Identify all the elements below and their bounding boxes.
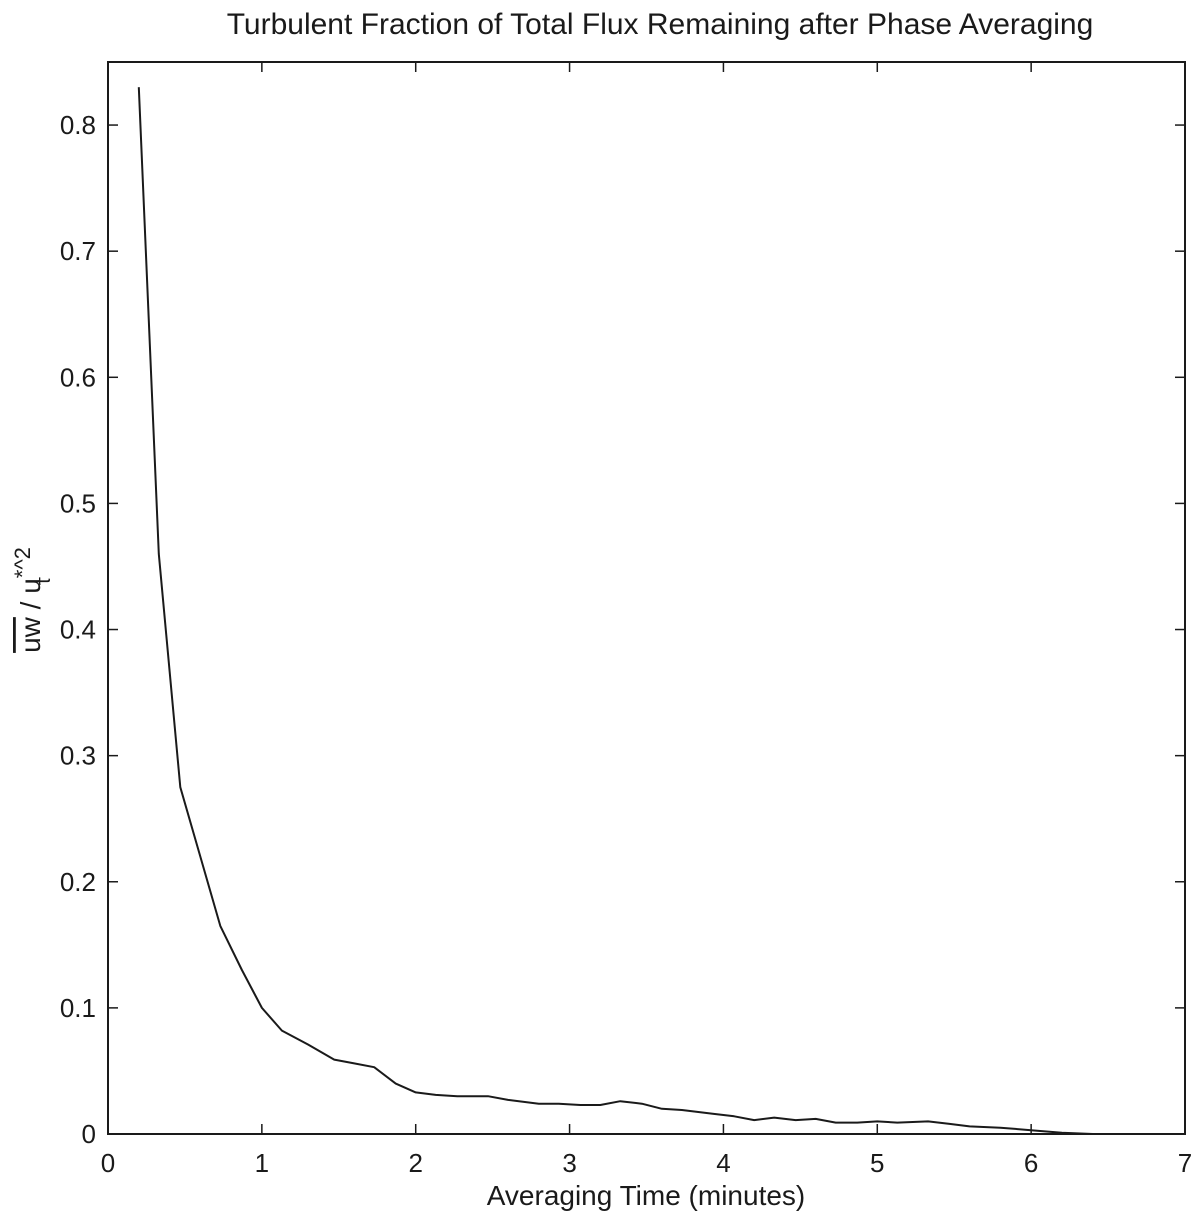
y-tick-label: 0.8 <box>60 110 96 140</box>
y-tick-label: 0.3 <box>60 741 96 771</box>
y-tick-label: 0.5 <box>60 488 96 518</box>
y-axis-label-base: uw <box>15 616 46 653</box>
y-tick-label: 0.1 <box>60 993 96 1023</box>
y-tick-label: 0.4 <box>60 615 96 645</box>
y-axis-label-sep: / u <box>15 578 46 617</box>
y-axis-ticks: 0 0.1 0.2 0.3 0.4 0.5 0.6 0.7 0.8 <box>60 110 1185 1149</box>
x-tick-label: 0 <box>101 1148 115 1178</box>
y-tick-label: 0.2 <box>60 867 96 897</box>
x-tick-label: 6 <box>1024 1148 1038 1178</box>
x-axis-ticks: 0 1 2 3 4 5 6 7 <box>101 62 1192 1178</box>
x-tick-label: 4 <box>716 1148 730 1178</box>
x-tick-label: 5 <box>870 1148 884 1178</box>
plot-frame <box>107 61 1186 1135</box>
svg-text:uw / u*^2τ: uw / u*^2τ <box>10 547 55 653</box>
y-axis-label-sup: *^2 <box>10 547 35 578</box>
x-tick-label: 1 <box>255 1148 269 1178</box>
x-tick-label: 7 <box>1178 1148 1192 1178</box>
x-axis-label: Averaging Time (minutes) <box>487 1180 806 1211</box>
chart-title: Turbulent Fraction of Total Flux Remaini… <box>227 8 1094 41</box>
y-tick-label: 0.7 <box>60 236 96 266</box>
series-line <box>137 87 1155 1135</box>
x-tick-label: 2 <box>408 1148 422 1178</box>
y-tick-label: 0.6 <box>60 362 96 392</box>
y-axis-label-sub: τ <box>33 577 55 585</box>
x-tick-label: 3 <box>562 1148 576 1178</box>
y-axis-label: uw / u*^2τ <box>10 547 55 653</box>
y-tick-label: 0 <box>82 1119 96 1149</box>
